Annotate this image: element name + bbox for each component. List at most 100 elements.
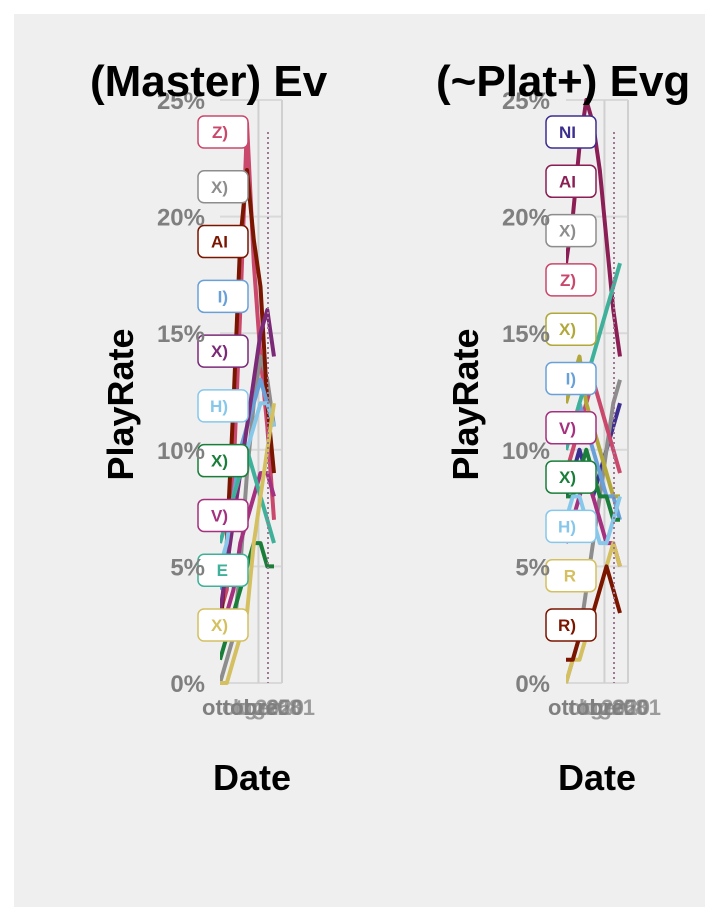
y-tick-label: 5%: [170, 554, 205, 581]
series-label-text: V): [211, 506, 228, 525]
series-label-text: X): [211, 452, 228, 471]
series-label: AI: [197, 224, 249, 259]
series-label-text: NI: [559, 123, 576, 142]
x-tick-label: ottobre: [202, 695, 278, 720]
y-tick-label: 20%: [502, 205, 550, 232]
series-label-text: H): [558, 517, 576, 536]
y-tick-label: 0%: [170, 671, 205, 698]
x-tick-label: ott: [222, 695, 251, 720]
y-tick-label: 5%: [515, 554, 550, 581]
series-label: AI: [545, 164, 597, 199]
series-label-box: [545, 263, 597, 297]
y-axis-title: PlayRate: [445, 328, 486, 480]
series-label: X): [545, 460, 597, 494]
series-label: X): [545, 213, 597, 248]
x-tick-label: ott: [568, 695, 597, 720]
chart-title: (Master) Ev: [90, 57, 328, 106]
series-label-text: Z): [560, 271, 576, 290]
x-tick-label: lug: [233, 695, 266, 720]
series-label-text: I): [566, 370, 576, 389]
series-label-text: X): [559, 320, 576, 339]
y-tick-label: 10%: [157, 438, 205, 465]
series-label-text: E: [217, 561, 228, 580]
series-label: Z): [545, 263, 597, 297]
series-label-box: [545, 361, 597, 396]
series-label-box: [197, 443, 249, 478]
series-label: E: [197, 553, 249, 587]
series-label-box: [197, 498, 249, 533]
x-tick-label: gen: [590, 695, 629, 720]
series-label-box: [545, 115, 597, 149]
x-tick-label: 2020: [255, 695, 304, 720]
x-tick-label: ottobre: [548, 695, 624, 720]
series-label-box: [197, 170, 249, 204]
series-label-box: [197, 608, 249, 642]
series-label-box: [545, 411, 597, 445]
series-label-text: V): [559, 419, 576, 438]
series-label-box: [197, 115, 249, 149]
series-label-text: AI: [559, 172, 576, 191]
y-tick-label: 20%: [157, 205, 205, 232]
series-label-text: X): [211, 616, 228, 635]
series-label-box: [197, 279, 249, 314]
series-label: V): [197, 498, 249, 533]
series-label-box: [197, 224, 249, 259]
series-line: [220, 168, 276, 637]
x-tick-label: 08: [623, 695, 647, 720]
x-axis-title: Date: [213, 757, 291, 798]
y-tick-label: 15%: [502, 321, 550, 348]
series-label: R): [545, 608, 597, 642]
series-label-box: [545, 213, 597, 248]
series-label: I): [197, 279, 249, 314]
series-label-text: X): [211, 342, 228, 361]
series-label: V): [545, 411, 597, 445]
y-tick-label: 25%: [157, 88, 205, 115]
series-line: [220, 307, 276, 614]
series-label: Z): [197, 115, 249, 149]
series-label: R: [545, 558, 597, 593]
x-tick-label: gen: [244, 695, 283, 720]
series-label-text: I): [218, 287, 228, 306]
chart-title: (~Plat+) Evg: [436, 57, 690, 106]
series-label-box: [197, 389, 249, 423]
series-label-text: R: [564, 567, 576, 586]
y-tick-label: 25%: [502, 88, 550, 115]
series-label-text: R): [558, 616, 576, 635]
series-label-text: X): [211, 178, 228, 197]
series-label: X): [197, 443, 249, 478]
series-label: X): [197, 170, 249, 204]
series-label: H): [545, 509, 597, 544]
y-tick-label: 10%: [502, 438, 550, 465]
chart-panel-2: NI AI X) Z) X) I) V) X) H) R R) 0% 5% 10% 15% 20% 25% ott…: [436, 57, 690, 798]
series-label: I): [545, 361, 597, 396]
x-tick-label: 2501: [266, 695, 315, 720]
series-label-text: X): [559, 468, 576, 487]
y-axis-title: PlayRate: [100, 328, 141, 480]
series-label: X): [545, 312, 597, 346]
y-tick-label: 15%: [157, 321, 205, 348]
series-label-text: Z): [212, 123, 228, 142]
series-label-text: X): [559, 222, 576, 241]
x-tick-label: 08: [277, 695, 301, 720]
x-axis-title: Date: [558, 757, 636, 798]
series-label-box: [197, 334, 249, 368]
series-label-box: [197, 553, 249, 587]
series-label-box: [545, 164, 597, 199]
series-label-box: [545, 509, 597, 544]
y-tick-label: 0%: [515, 671, 550, 698]
series-label-box: [545, 608, 597, 642]
x-tick-label: lug: [579, 695, 612, 720]
chart-panel-1: Z) X) AI I) X) H) X) V) E X) 0% 5% 10% 15% 20% 25% ottob…: [90, 57, 328, 798]
x-tick-label: 2501: [612, 695, 661, 720]
series-label: X): [197, 608, 249, 642]
series-label-text: H): [210, 397, 228, 416]
series-label-box: [545, 558, 597, 593]
series-label-box: [545, 312, 597, 346]
series-label: H): [197, 389, 249, 423]
series-label: X): [197, 334, 249, 368]
x-tick-label: 2020: [601, 695, 650, 720]
series-label: NI: [545, 115, 597, 149]
series-label-box: [545, 460, 597, 494]
series-label-text: AI: [211, 233, 228, 252]
